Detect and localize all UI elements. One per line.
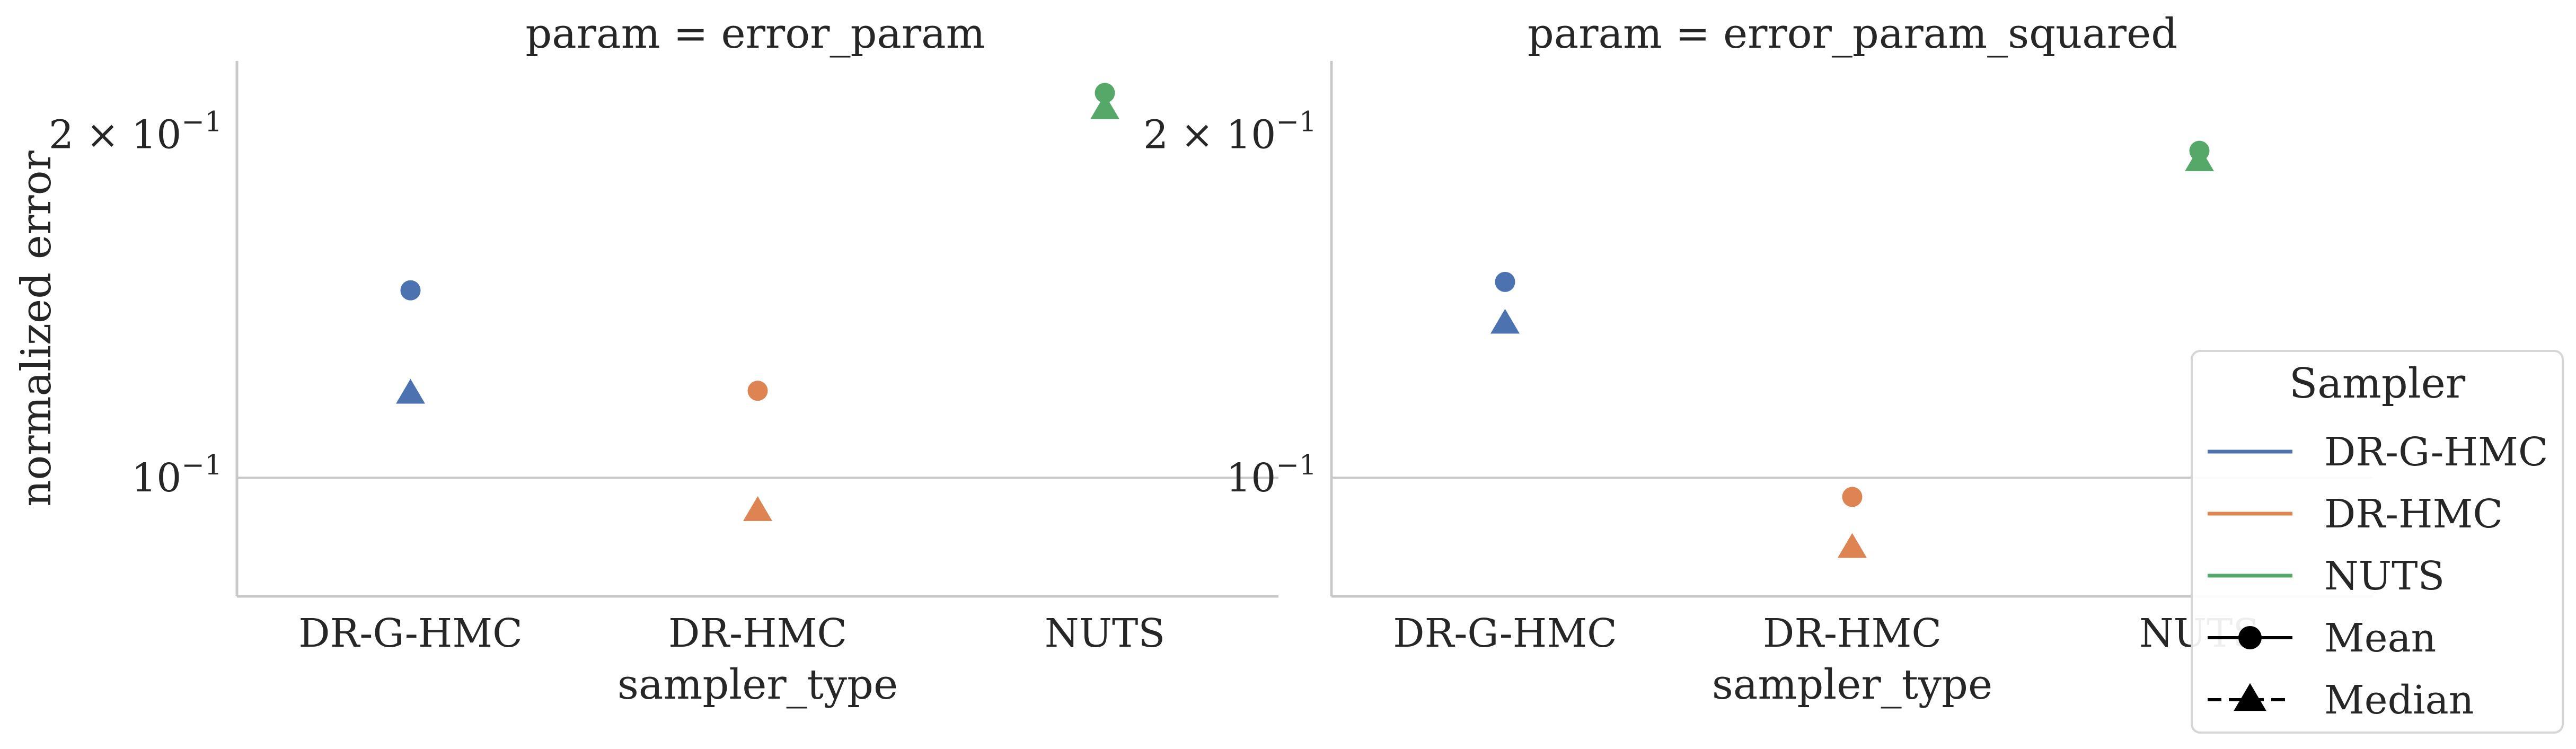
legend-label: DR-G-HMC (2324, 429, 2548, 475)
legend: Sampler DR-G-HMC DR-HMC NUTS Mean Median (2191, 350, 2564, 734)
legend-label: Mean (2324, 615, 2436, 661)
x-tick-label: DR-HMC (1763, 611, 1942, 656)
facet-panel-2: 10−1 2 × 10−1 param = error_param_squared D… (1143, 10, 2373, 709)
x-tick-label: DR-HMC (668, 611, 847, 656)
panel-title: param = error_param_squared (1528, 10, 2177, 58)
y-tick-label: 2 × 10−1 (1143, 107, 1317, 158)
legend-title: Sampler (2289, 360, 2466, 408)
x-tick-label: DR-G-HMC (298, 611, 522, 656)
facet-panels: 10−1 2 × 10−1 param = error_param DR-G-HMC D… (13, 10, 2373, 709)
point-mean-dr-hmc (1842, 487, 1863, 507)
point-median-dr-g-hmc (396, 378, 425, 404)
point-mean-nuts (1095, 83, 1115, 103)
point-mean-dr-g-hmc (400, 280, 421, 301)
point-mean-dr-hmc (747, 381, 768, 401)
y-tick-label: 2 × 10−1 (49, 107, 222, 158)
x-axis-label: sampler_type (1712, 661, 1992, 709)
y-axis-label: normalized error (13, 150, 60, 507)
point-median-dr-g-hmc (1490, 309, 1520, 334)
point-median-nuts (1090, 94, 1119, 119)
x-axis-label: sampler_type (617, 661, 898, 709)
legend-marker-triangle (2234, 683, 2266, 711)
legend-label: Median (2324, 677, 2474, 723)
point-median-nuts (2185, 146, 2214, 171)
legend-marker-circle (2238, 626, 2262, 649)
point-mean-dr-g-hmc (1495, 271, 1515, 292)
legend-label: NUTS (2324, 553, 2445, 599)
legend-label: DR-HMC (2324, 491, 2503, 537)
x-tick-label: NUTS (1045, 611, 1165, 656)
facet-panel-1: 10−1 2 × 10−1 param = error_param DR-G-HMC D… (13, 10, 1278, 709)
point-median-dr-hmc (1838, 533, 1867, 558)
point-median-dr-hmc (743, 496, 772, 521)
y-tick-label: 10−1 (131, 450, 222, 501)
legend-frame (2191, 350, 2564, 734)
panel-title: param = error_param (525, 10, 985, 58)
y-tick-label: 10−1 (1226, 450, 1317, 501)
x-tick-label: DR-G-HMC (1393, 611, 1617, 656)
